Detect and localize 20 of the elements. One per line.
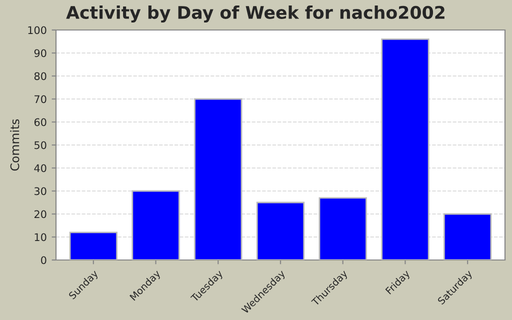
bar xyxy=(444,213,492,260)
y-tick-label: 10 xyxy=(34,233,46,242)
y-tick-label: 20 xyxy=(34,210,46,218)
bar xyxy=(69,232,118,260)
bar xyxy=(318,197,367,260)
y-axis-title: Commits xyxy=(10,119,20,171)
y-tick-label: 70 xyxy=(34,95,46,104)
chart-title: Activity by Day of Week for nacho2002 xyxy=(66,6,444,22)
bar xyxy=(381,38,430,260)
y-tick-label: 80 xyxy=(34,72,46,80)
bar xyxy=(256,202,305,260)
y-tick-label: 90 xyxy=(34,49,46,58)
bar xyxy=(132,190,180,260)
bar xyxy=(194,98,242,260)
y-tick-label: 40 xyxy=(34,164,46,172)
y-tick-label: 30 xyxy=(34,187,46,196)
y-tick-label: 100 xyxy=(28,26,46,34)
y-tick-label: 50 xyxy=(34,141,46,150)
y-tick-label: 0 xyxy=(41,256,46,264)
y-tick-label: 60 xyxy=(34,118,46,126)
